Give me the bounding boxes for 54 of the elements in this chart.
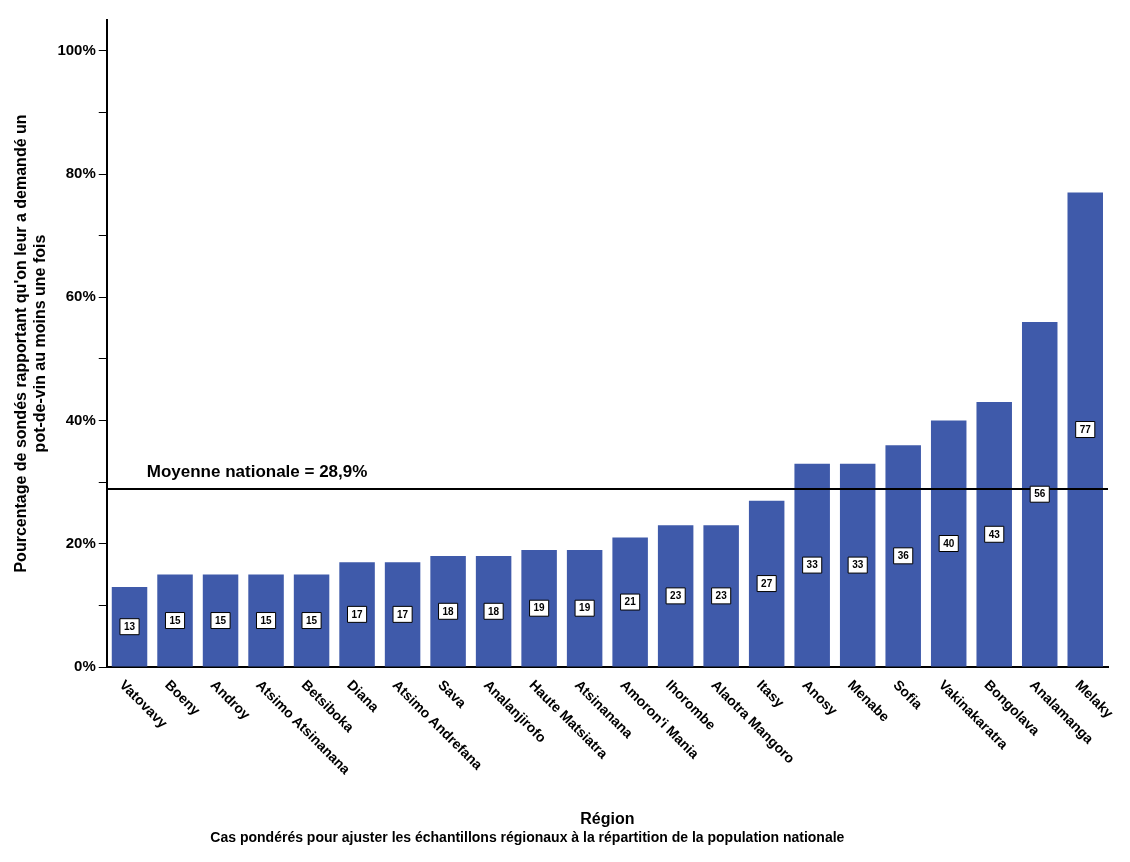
- bar: [839, 463, 876, 667]
- bar: [930, 420, 967, 667]
- bar: [248, 574, 284, 667]
- bar: [885, 445, 921, 667]
- bar: [748, 500, 785, 667]
- x-axis-title: Région: [580, 810, 635, 827]
- y-tick-label: 0%: [74, 657, 96, 675]
- data-label: 77: [1079, 423, 1092, 435]
- bar: [521, 549, 557, 667]
- data-label: 33: [852, 559, 864, 571]
- data-label: 15: [214, 614, 227, 626]
- y-tick-label: 20%: [65, 533, 96, 551]
- data-label: 23: [670, 590, 682, 602]
- data-label: 33: [806, 559, 819, 571]
- bar: [1067, 192, 1103, 667]
- bar: [657, 525, 694, 667]
- data-label: 40: [943, 537, 955, 549]
- bar: [794, 463, 830, 667]
- bar: [111, 586, 148, 667]
- text: Cas pondérés pour ajuster les échantillons régionaux à la répartition de la population nationale: [210, 829, 845, 845]
- bar: [157, 574, 193, 667]
- bar: [612, 537, 648, 667]
- bar: [384, 562, 421, 667]
- data-label: 19: [579, 602, 591, 614]
- bar: [339, 562, 375, 667]
- data-label: 17: [397, 608, 409, 620]
- bar: [703, 525, 739, 667]
- bar: [202, 574, 239, 667]
- data-label: 15: [169, 614, 182, 626]
- data-label: 27: [761, 577, 773, 589]
- bar: [566, 549, 603, 667]
- y-tick-label: 100%: [57, 40, 96, 58]
- data-label: 21: [624, 596, 637, 608]
- ref-line-label: Moyenne nationale = 28,9%: [146, 462, 368, 482]
- data-label: 19: [533, 602, 546, 614]
- bar: [1021, 321, 1058, 667]
- data-label: 36: [897, 550, 910, 562]
- data-label: 23: [715, 590, 728, 602]
- data-label: 56: [1034, 488, 1046, 500]
- data-label: 15: [306, 614, 318, 626]
- data-label: 15: [260, 614, 273, 626]
- y-tick-label: 80%: [65, 164, 96, 182]
- data-label: 43: [988, 528, 1001, 540]
- bar: [475, 556, 512, 667]
- data-label: 17: [351, 608, 364, 620]
- data-label: 18: [488, 605, 500, 617]
- bar: [430, 556, 466, 667]
- y-tick-label: 40%: [65, 410, 96, 428]
- y-axis-title: Pourcentage de sondés rapportant qu'on leur a demandé un pot-de-vin au moins une fois: [12, 114, 49, 573]
- bar: [293, 574, 330, 667]
- data-label: 13: [123, 620, 136, 632]
- data-label: 18: [442, 605, 455, 617]
- y-tick-label: 60%: [65, 287, 96, 305]
- bar: [976, 402, 1012, 667]
